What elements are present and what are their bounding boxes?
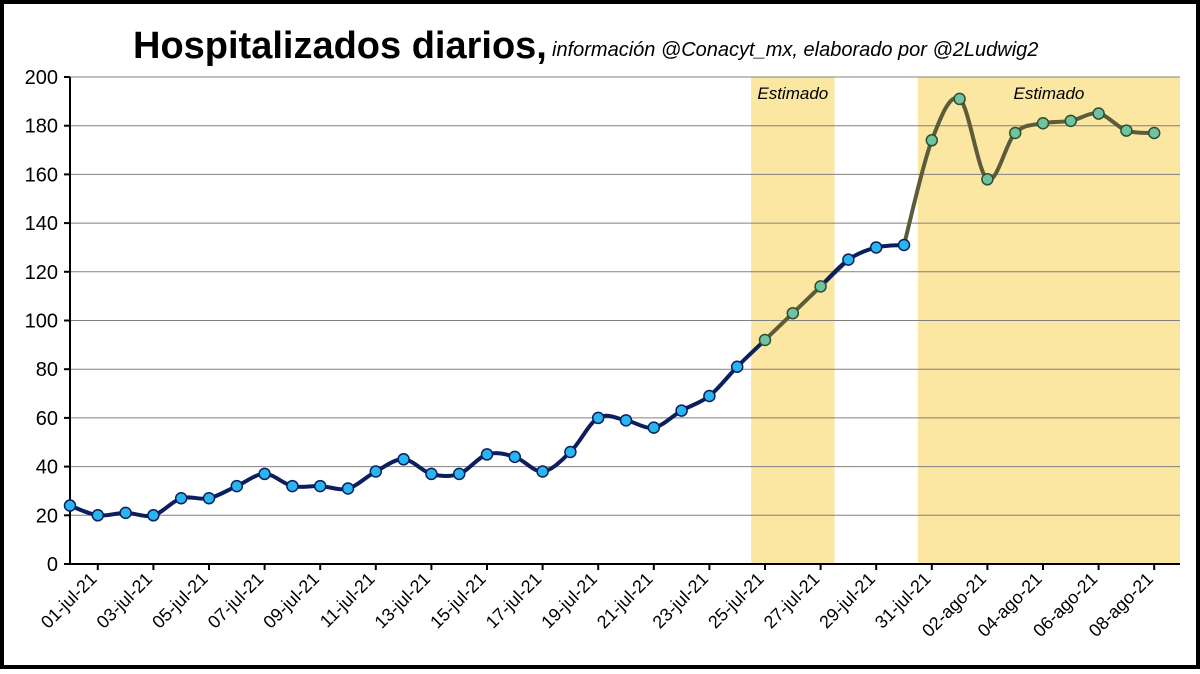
data-point-29-jul-21 (842, 253, 855, 266)
data-point-03-jul-21 (119, 506, 132, 520)
data-point-27-jul-21 (786, 306, 800, 320)
data-point-30-jul-21 (869, 241, 883, 254)
data-point-22-jul-21 (647, 421, 661, 434)
data-point-05-jul-21 (174, 492, 188, 505)
data-point-21-jul-21 (619, 414, 633, 427)
ytick-label-80: 80 (36, 359, 58, 381)
series-line-observed-2 (819, 243, 905, 288)
ytick-label-160: 160 (25, 164, 58, 186)
data-point-06-jul-21 (202, 492, 216, 505)
data-point-01-jul-21 (63, 499, 77, 512)
data-point-25-jul-21 (730, 360, 744, 374)
data-point-02-ago-21 (953, 92, 966, 106)
data-point-17-jul-21 (508, 450, 522, 464)
ytick-label-200: 200 (25, 67, 58, 89)
series-layer (63, 92, 1161, 522)
data-point-08-jul-21 (258, 467, 271, 481)
data-point-08-ago-21 (1120, 124, 1133, 137)
ytick-label-180: 180 (25, 116, 58, 138)
data-point-14-jul-21 (425, 467, 438, 481)
data-point-09-jul-21 (286, 479, 299, 493)
ytick-label-140: 140 (25, 213, 58, 235)
data-point-10-jul-21 (313, 479, 327, 493)
ytick-label-40: 40 (36, 457, 58, 479)
data-point-03-ago-21 (981, 173, 994, 186)
data-point-07-jul-21 (230, 479, 244, 493)
data-point-01-ago-21 (925, 134, 939, 147)
axes (69, 77, 1180, 570)
estimated-band-label-2: Estimado (1014, 84, 1085, 103)
data-point-02-jul-21 (91, 509, 105, 522)
data-point-06-ago-21 (1064, 114, 1078, 128)
data-point-31-jul-21 (897, 238, 911, 252)
data-point-23-jul-21 (675, 404, 688, 417)
ytick-label-100: 100 (25, 311, 58, 333)
data-point-26-jul-21 (758, 333, 772, 347)
data-point-04-ago-21 (1008, 126, 1022, 140)
data-point-05-ago-21 (1036, 117, 1050, 130)
data-point-15-jul-21 (452, 467, 466, 481)
data-point-24-jul-21 (703, 389, 716, 403)
data-point-13-jul-21 (397, 453, 410, 466)
ytick-label-60: 60 (36, 408, 58, 430)
ytick-label-120: 120 (25, 262, 58, 284)
data-point-16-jul-21 (480, 448, 494, 461)
data-point-18-jul-21 (536, 465, 549, 478)
data-point-12-jul-21 (369, 465, 383, 478)
data-point-04-jul-21 (147, 509, 160, 522)
ytick-label-0: 0 (47, 554, 58, 576)
estimated-band-label-1: Estimado (757, 84, 828, 103)
data-point-20-jul-21 (591, 411, 605, 425)
data-point-09-ago-21 (1147, 126, 1161, 140)
data-point-28-jul-21 (814, 280, 827, 293)
data-point-19-jul-21 (564, 445, 577, 459)
chart-subtitle: información @Conacyt_mx, elaborado por @… (552, 39, 1038, 61)
chart-title: Hospitalizados diarios, (133, 25, 547, 67)
data-point-11-jul-21 (341, 482, 355, 495)
ytick-label-20: 20 (36, 505, 58, 527)
data-point-07-ago-21 (1092, 107, 1105, 120)
